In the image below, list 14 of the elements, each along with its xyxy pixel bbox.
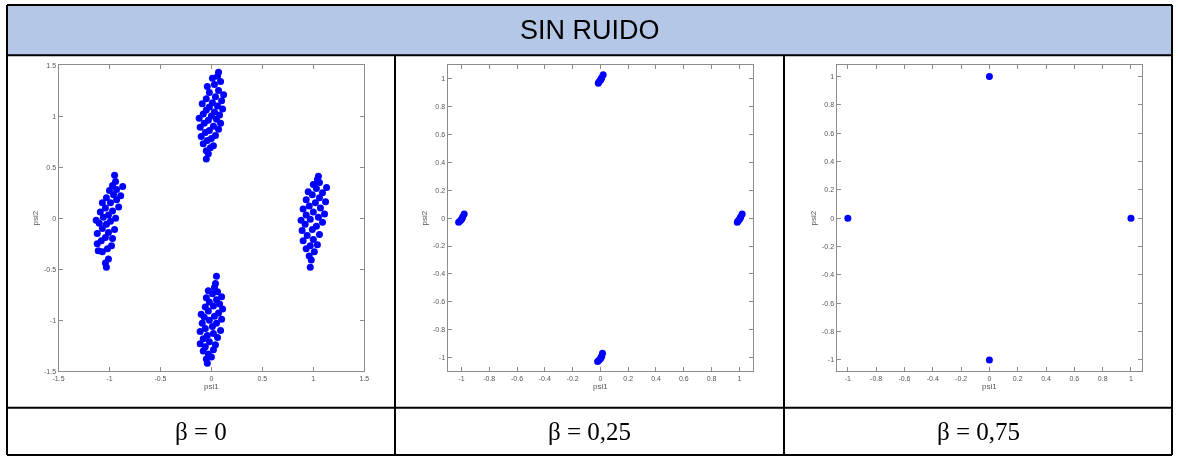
point [844,214,852,222]
text: β = 0 [175,418,227,445]
point [985,356,993,364]
point [1127,214,1135,222]
text: β = 0,25 [548,418,632,445]
x-axis-title: psi1 [204,381,220,391]
text: β = 0,75 [937,418,1021,445]
chart-title: SIN RUIDO [520,15,660,45]
x-axis-title: psi1 [593,381,609,391]
y-axis-title: psi2 [808,210,818,226]
y-axis-title: psi2 [419,210,429,226]
y-axis-title: psi2 [30,210,40,226]
x-axis-title: psi1 [982,381,998,391]
point [985,72,993,80]
